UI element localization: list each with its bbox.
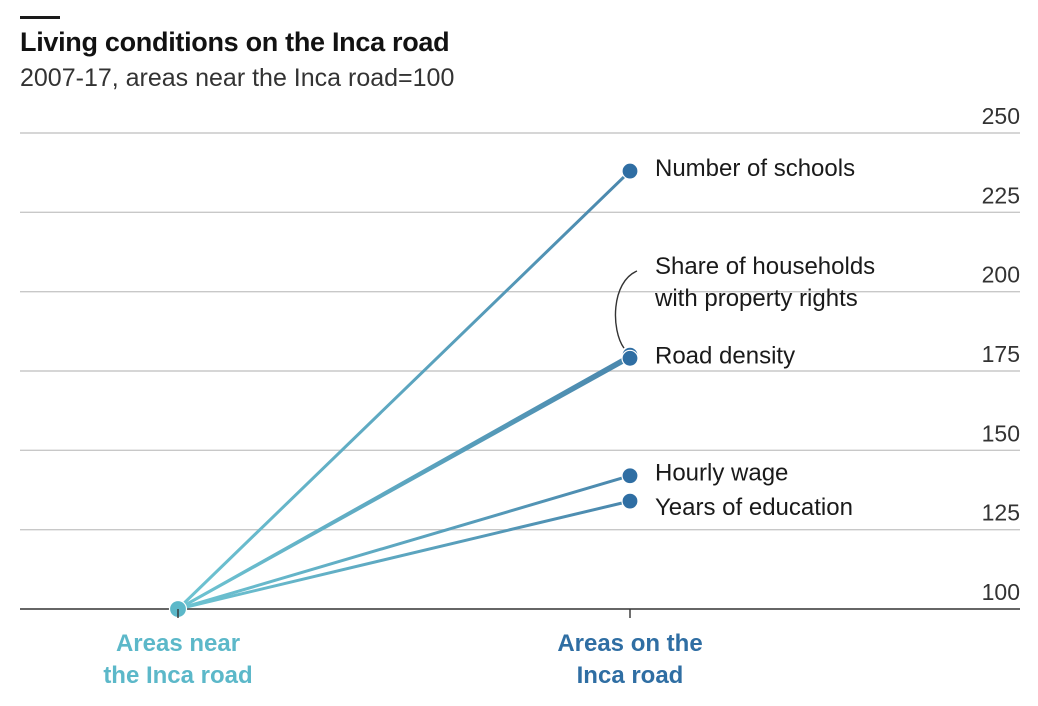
y-tick-label-200: 200 [982,262,1020,288]
y-tick-label-100: 100 [982,579,1020,605]
y-tick-label-125: 125 [982,500,1020,526]
category-label-1-line-2: the Inca road [103,662,252,689]
series-label-5: Years of education [655,494,853,521]
y-tick-label-225: 225 [982,182,1020,208]
series-label-3: Road density [655,342,795,369]
category-label-2-line-1: Areas on the [557,630,702,657]
series-end-point-4 [621,467,639,485]
series-end-point-1 [621,162,639,180]
series-line-4 [177,474,631,611]
series-end-point-3 [621,349,639,367]
category-label-1-line-1: Areas near [116,630,240,657]
top-rule [20,16,60,19]
series-line-3 [177,356,631,611]
series-end-point-5 [621,492,639,510]
series-label-2-line-2: with property rights [654,285,858,312]
series-label-2-line-1: Share of households [655,253,875,280]
category-label-2-line-2: Inca road [577,662,684,689]
series-line-1 [176,170,632,611]
label-connector [614,270,638,349]
y-tick-label-175: 175 [982,341,1020,367]
series-label-4: Hourly wage [655,460,788,487]
chart-title: Living conditions on the Inca road [20,27,450,57]
series-label-1: Number of schools [655,155,855,182]
y-tick-label-250: 250 [982,103,1020,129]
series-line-5 [177,499,631,611]
y-tick-label-150: 150 [982,420,1020,446]
chart-subtitle: 2007-17, areas near the Inca road=100 [20,64,455,92]
